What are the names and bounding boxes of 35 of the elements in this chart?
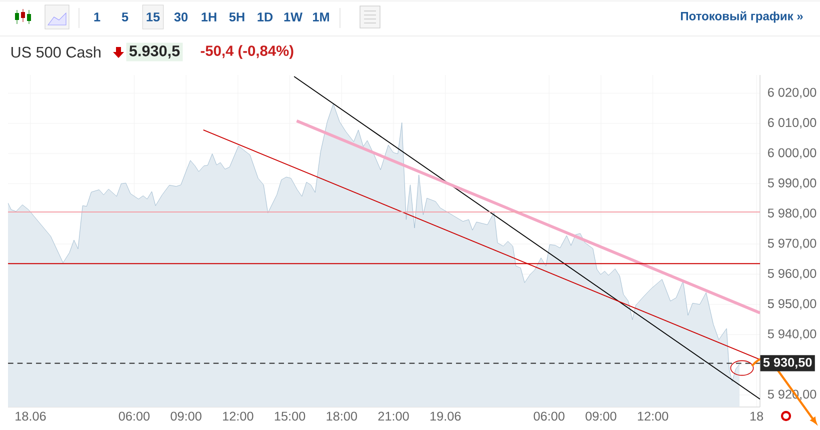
y-tick-label: 6 010,00 (768, 118, 816, 129)
y-tick-label: 5 990,00 (768, 178, 816, 189)
x-tick-label: 18 (750, 412, 764, 421)
y-tick-label: 6 000,00 (768, 148, 816, 159)
x-tick-label: 19.06 (430, 412, 461, 421)
x-tick-label: 21:00 (378, 412, 409, 421)
text: Потоковый график » (680, 11, 803, 23)
text: 1D (258, 12, 273, 22)
y-tick-label: 5 950,00 (768, 299, 816, 310)
y-tick-label: 6 020,00 (768, 88, 816, 98)
x-tick-label: 06:00 (534, 412, 564, 421)
text: 30 (174, 12, 188, 22)
text: 5H (229, 12, 244, 22)
ref-line-label: 5 930,50 (763, 358, 812, 369)
chart-title: US 500 Cash (11, 46, 100, 58)
text: 1M (313, 12, 329, 22)
x-tick-label: 12:00 (223, 412, 254, 421)
text: 1 (94, 12, 100, 22)
y-tick-label: 5 960,00 (768, 268, 816, 280)
x-tick-label: 09:00 (170, 412, 202, 421)
x-tick-label: 18:00 (326, 412, 357, 421)
text: 1H (202, 12, 216, 22)
text: 5 (122, 12, 128, 22)
text: -50,4 (-0,84%) (200, 45, 294, 59)
text: 15 (146, 12, 160, 22)
text: 1W (284, 12, 302, 22)
x-tick-label: 12:00 (638, 412, 668, 421)
y-tick-label: 5 940,00 (768, 329, 816, 340)
y-tick-label: 5 970,00 (768, 238, 816, 250)
x-tick-label: 06:00 (118, 412, 150, 421)
y-tick-label: 5 980,00 (768, 208, 816, 220)
x-tick-label: 09:00 (586, 412, 616, 421)
chart-subtitle: 5.930,5 (129, 45, 180, 59)
x-tick-label: 15:00 (274, 412, 306, 421)
x-tick-label: 18.06 (16, 412, 46, 421)
